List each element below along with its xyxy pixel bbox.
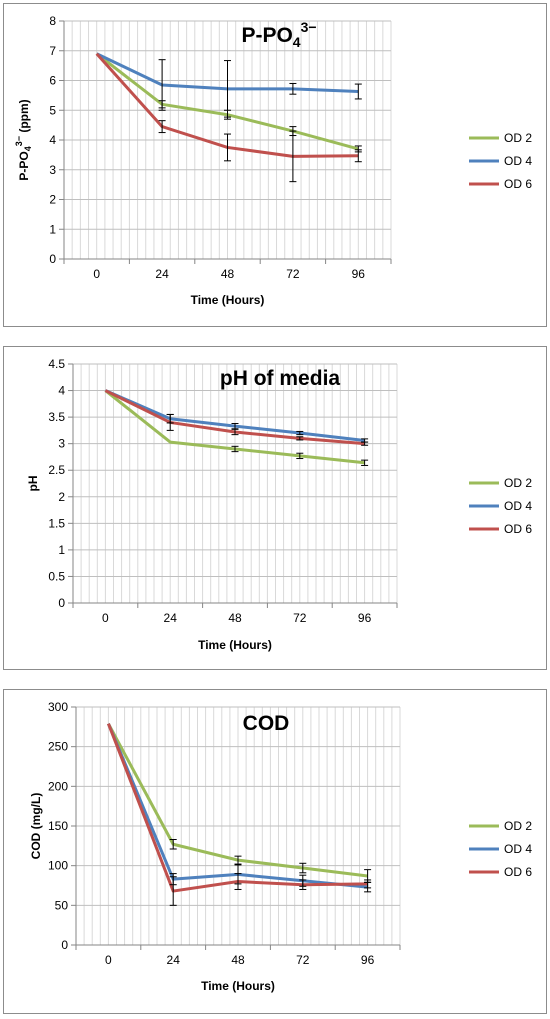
error-bar xyxy=(361,441,369,446)
error-bar xyxy=(224,60,231,118)
y-tick-label: 0 xyxy=(58,596,65,610)
error-bar xyxy=(231,445,239,453)
y-tick-label: 2 xyxy=(58,490,65,504)
error-bar xyxy=(169,838,177,850)
error-bar xyxy=(296,452,304,460)
chart-panel-cod: 0 50 100 150 200 250 300 0 24 48 72 96 COD Time (Hour… xyxy=(3,689,547,1014)
error-bar xyxy=(158,120,166,134)
y-tick-label: 2.5 xyxy=(48,463,65,477)
error-bar xyxy=(299,879,307,890)
x-tick-label: 0 xyxy=(105,953,112,967)
y-tick-label: 200 xyxy=(48,779,68,793)
y-tick-label: 50 xyxy=(55,898,69,912)
x-tick-label: 24 xyxy=(167,953,181,967)
y-tick-label: 8 xyxy=(49,14,56,28)
error-bar xyxy=(296,430,304,436)
legend-entry: OD 2 xyxy=(504,131,532,145)
legend-entry: OD 4 xyxy=(504,499,532,513)
error-bar xyxy=(296,436,304,441)
x-tick-label: 96 xyxy=(358,611,372,625)
legend: OD 2 OD 4 OD 6 xyxy=(469,131,532,191)
x-tick-label: 72 xyxy=(286,267,300,281)
legend: OD 2 OD 4 OD 6 xyxy=(469,476,532,536)
x-tick-label: 24 xyxy=(164,611,178,625)
error-bar xyxy=(231,428,239,436)
y-tick-label: 1 xyxy=(58,543,65,557)
plot-area: 0 1 2 3 4 5 6 7 8 0 24 48 72 96 xyxy=(49,14,392,281)
plot-area: 0 50 100 150 200 250 300 0 24 48 72 96 xyxy=(48,700,401,967)
y-tick-label: 7 xyxy=(49,44,56,58)
ph-chart: 0 0.5 1 1.5 2 2.5 3 3.5 4 4.5 0 24 48 72 96 pH of media… xyxy=(26,357,532,652)
error-bar xyxy=(364,879,372,889)
error-bar xyxy=(289,130,297,183)
y-tick-label: 4.5 xyxy=(48,357,65,371)
y-tick-label: 1.5 xyxy=(48,516,65,530)
error-bar xyxy=(158,59,166,111)
x-axis-label: Time (Hours) xyxy=(198,638,272,652)
legend: OD 2 OD 4 OD 6 xyxy=(469,819,532,879)
x-tick-label: 24 xyxy=(155,267,169,281)
y-tick-label: 300 xyxy=(48,700,68,714)
error-bar xyxy=(354,149,362,163)
error-bar xyxy=(361,459,369,466)
error-bar xyxy=(234,855,242,865)
y-tick-label: 0 xyxy=(61,938,68,952)
y-tick-label: 0 xyxy=(49,252,56,266)
x-tick-label: 48 xyxy=(231,953,245,967)
chart-title: COD xyxy=(243,712,290,735)
error-bar xyxy=(224,133,231,162)
legend-entry: OD 4 xyxy=(504,154,532,168)
error-bar xyxy=(169,876,177,906)
error-bar xyxy=(354,83,362,100)
x-tick-label: 72 xyxy=(293,611,307,625)
x-tick-label: 96 xyxy=(361,953,375,967)
y-tick-label: 3 xyxy=(58,437,65,451)
chart-title: P-PO43− xyxy=(241,19,316,50)
y-tick-label: 0.5 xyxy=(48,569,65,583)
x-tick-label: 0 xyxy=(102,611,109,625)
legend-entry: OD 4 xyxy=(504,842,532,856)
legend-entry: OD 2 xyxy=(504,476,532,490)
chart-panel-ph: 0 0.5 1 1.5 2 2.5 3 3.5 4 4.5 0 24 48 72 96 pH of media… xyxy=(3,346,547,670)
legend-entry: OD 6 xyxy=(504,865,532,879)
error-bar xyxy=(289,82,297,95)
y-tick-label: 150 xyxy=(48,819,68,833)
legend-entry: OD 2 xyxy=(504,819,532,833)
y-tick-label: 4 xyxy=(58,384,65,398)
error-bar xyxy=(234,873,242,890)
phosphate-chart: 0 1 2 3 4 5 6 7 8 0 24 48 72 96 P-PO43− Time (Hours) P-P… xyxy=(14,14,532,307)
x-tick-label: 72 xyxy=(296,953,310,967)
y-tick-label: 250 xyxy=(48,740,68,754)
y-axis-label: P-PO43− (ppm) xyxy=(14,99,33,180)
y-tick-label: 1 xyxy=(49,222,56,236)
y-axis-label: pH xyxy=(26,476,40,492)
chart-title: pH of media xyxy=(220,367,340,390)
plot-area: 0 0.5 1 1.5 2 2.5 3 3.5 4 4.5 0 24 48 72 96 xyxy=(48,357,398,625)
y-tick-label: 6 xyxy=(49,74,56,88)
error-bar xyxy=(166,413,174,431)
x-tick-label: 96 xyxy=(352,267,366,281)
x-axis-label: Time (Hours) xyxy=(191,293,265,307)
y-axis-label: COD (mg/L) xyxy=(29,793,43,860)
y-tick-label: 3.5 xyxy=(48,410,65,424)
y-tick-label: 3 xyxy=(49,163,56,177)
legend-entry: OD 6 xyxy=(504,177,532,191)
x-tick-label: 48 xyxy=(221,267,235,281)
error-bar xyxy=(231,422,239,430)
legend-entry: OD 6 xyxy=(504,522,532,536)
y-tick-label: 4 xyxy=(49,133,56,147)
cod-chart: 0 50 100 150 200 250 300 0 24 48 72 96 COD Time (Hour… xyxy=(29,700,532,993)
y-tick-label: 5 xyxy=(49,103,56,117)
chart-panel-phosphate: 0 1 2 3 4 5 6 7 8 0 24 48 72 96 P-PO43− Time (Hours) P-P… xyxy=(3,3,547,327)
error-bar xyxy=(299,862,307,874)
y-tick-label: 2 xyxy=(49,193,56,207)
y-tick-label: 100 xyxy=(48,859,68,873)
x-tick-label: 0 xyxy=(93,267,100,281)
x-tick-label: 48 xyxy=(228,611,242,625)
x-axis-label: Time (Hours) xyxy=(201,979,275,993)
